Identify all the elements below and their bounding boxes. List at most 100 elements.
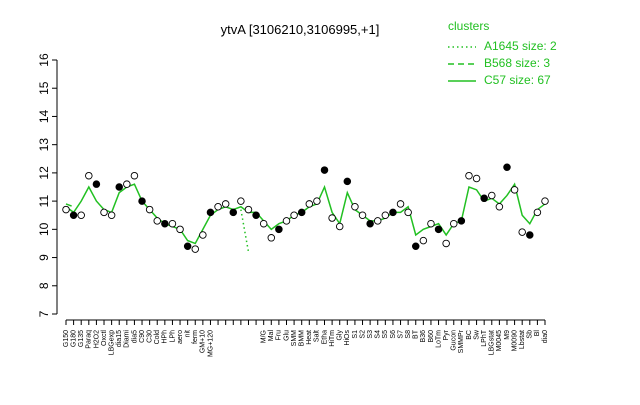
data-point [313,197,321,205]
data-point [495,203,504,211]
data-point [214,203,222,211]
x-tick-label: HiTm [329,330,336,347]
data-point [503,163,511,171]
data-point [123,180,131,188]
data-point [252,211,260,219]
legend-title: clusters [448,19,489,33]
x-tick-label: Oxctl [101,330,108,346]
y-tick-label: 8 [37,282,51,289]
data-point [541,197,549,205]
x-tick-label: C90 [139,330,146,343]
y-tick-label: 15 [37,81,51,95]
x-tick-label: S3 [367,330,374,339]
y-tick-label: 14 [37,109,51,123]
x-tick-label: S4 [375,330,382,339]
x-tick-label: S2 [359,330,366,339]
x-tick-label: Paraq [86,330,93,349]
data-point [297,208,306,217]
x-tick-label: BT [413,329,420,339]
data-point [145,205,154,214]
chart-title: ytvA [3106210,3106995,+1] [221,22,380,37]
data-point [450,219,458,228]
x-tick-label: G150 [63,330,70,347]
x-tick-label: Gucon [451,330,458,351]
data-point [244,205,253,214]
legend-label: C57 size: 67 [484,73,551,87]
y-tick-label: 10 [37,222,51,236]
data-point [465,171,473,180]
x-tick-label: MG+120 [207,330,214,357]
data-point [373,217,382,225]
x-tick-label: LPh [169,330,176,343]
data-point [411,242,420,251]
y-tick-label: 9 [37,254,51,261]
x-tick-label: B60 [428,330,435,343]
x-tick-label: Sw [473,329,480,340]
data-point [427,219,435,228]
data-point [168,219,177,228]
x-tick-label: Bl [534,330,541,337]
data-point [510,186,519,194]
data-point [488,191,496,200]
x-tick-label: Sb [527,330,534,339]
x-tick-label: S5 [382,330,389,339]
data-point [442,239,450,248]
data-point [351,203,359,211]
y-tick-label: 11 [37,195,51,208]
x-tick-label: M/G [261,330,268,343]
x-tick-label: G135 [78,330,85,347]
data-point [533,208,542,217]
y-tick-label: 7 [37,310,51,317]
data-point [183,242,192,251]
data-point [419,236,428,245]
data-point [100,208,108,217]
data-point [358,211,367,219]
data-point [457,217,466,225]
x-tick-label: S7 [397,330,404,339]
data-point [138,197,146,205]
x-tick-label: SMMPr [458,329,465,353]
x-tick-label: Mal [268,330,275,342]
data-point [305,200,314,208]
x-tick-label: ferm [192,330,199,344]
x-tick-label: GM+10 [200,330,207,353]
data-point [518,228,526,236]
data-point [396,200,405,208]
data-point [526,231,534,239]
x-tick-label: S1 [352,330,359,339]
x-tick-label: Salt [314,330,321,342]
data-point [480,194,488,203]
data-point [267,234,276,242]
data-point [221,200,230,208]
x-tick-label: aero [177,330,184,344]
x-tick-label: dia15 [116,330,123,347]
data-point [335,222,344,231]
x-tick-label: M0045 [496,330,503,352]
data-point [320,166,329,174]
data-point [176,225,184,234]
data-point [381,211,390,219]
data-point [115,183,123,191]
series-line [65,203,74,208]
x-tick-label: LBGstat [489,330,496,355]
data-point [259,219,268,228]
data-point [434,225,443,234]
legend-label: A1645 size: 2 [484,39,557,53]
data-point [199,231,207,239]
data-point [85,171,93,180]
data-point [389,208,397,217]
data-point [472,174,481,183]
y-tick-label: 13 [37,138,51,152]
data-point [404,208,412,217]
x-tick-label: LPhT [481,329,488,346]
x-tick-label: BC [466,330,473,340]
x-tick-label: Pyr [443,329,450,340]
data-point [343,177,352,186]
data-point [191,245,200,253]
x-tick-label: LBGexp [108,330,115,355]
y-tick-label: 12 [37,166,51,180]
x-tick-label: B36 [420,330,427,343]
data-point [290,211,298,219]
series-line [240,209,250,253]
